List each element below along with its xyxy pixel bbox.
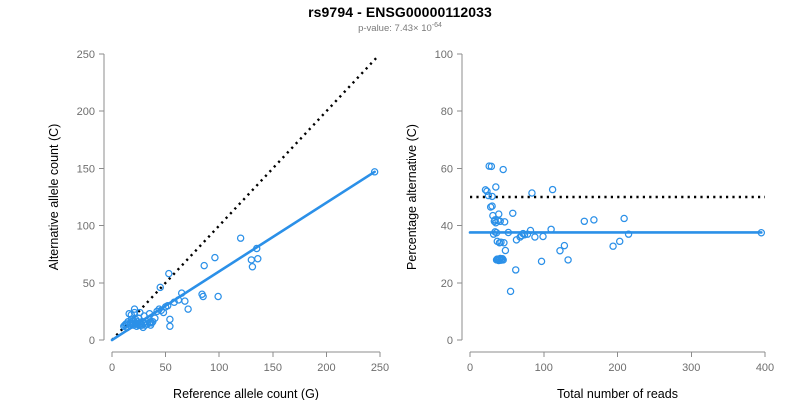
data-point xyxy=(609,242,617,250)
data-point xyxy=(164,301,172,310)
data-point xyxy=(504,228,513,237)
data-point xyxy=(248,263,257,271)
data-point xyxy=(615,237,624,246)
data-point xyxy=(130,308,139,317)
y-axis-tick-label: 20 xyxy=(441,278,453,290)
data-point xyxy=(519,229,527,238)
data-point xyxy=(165,269,173,278)
y-axis-tick-label: 0 xyxy=(89,335,95,347)
data-point-group xyxy=(120,168,379,332)
data-point xyxy=(484,191,493,200)
data-point xyxy=(184,305,192,313)
data-point xyxy=(370,168,379,176)
data-point xyxy=(492,229,501,237)
data-point xyxy=(506,287,515,296)
data-point xyxy=(151,314,159,322)
data-point xyxy=(564,256,572,264)
scatter-panel-left: 0 50 100 150 200 250 0 50 100 150 200 250 Reference … xyxy=(47,49,389,400)
x-axis-tick-label: 300 xyxy=(682,362,700,374)
data-point xyxy=(488,202,496,210)
data-point xyxy=(181,297,189,305)
data-point xyxy=(236,234,245,242)
data-point xyxy=(537,257,546,266)
data-point xyxy=(547,225,555,234)
y-axis-tick-label: 100 xyxy=(435,49,453,61)
data-point xyxy=(492,183,500,191)
data-point xyxy=(481,186,490,194)
data-point xyxy=(509,209,517,218)
data-point xyxy=(496,217,504,226)
data-point xyxy=(254,255,262,263)
x-axis-tick-label: 0 xyxy=(109,362,115,374)
data-point xyxy=(131,315,140,324)
y-axis-title: Alternative allele count (C) xyxy=(47,124,61,271)
data-point xyxy=(252,244,261,253)
x-axis-title: Total number of reads xyxy=(557,387,678,400)
data-point xyxy=(624,230,633,238)
x-axis-tick-label: 100 xyxy=(210,362,228,374)
scatter-panel-right: 0 20 40 60 80 100 0 100 200 300 400 Total number of… xyxy=(400,0,800,400)
data-point xyxy=(166,322,174,330)
data-point xyxy=(130,305,139,313)
data-point xyxy=(199,292,207,301)
data-point xyxy=(620,214,628,223)
data-point xyxy=(497,238,505,246)
data-point xyxy=(156,283,164,292)
x-axis-tick-label: 0 xyxy=(467,362,473,374)
data-point xyxy=(211,253,219,262)
data-point xyxy=(495,210,503,218)
data-point xyxy=(488,192,496,201)
data-point xyxy=(200,261,208,270)
data-point-group xyxy=(481,162,766,296)
y-axis-tick-label: 80 xyxy=(441,106,453,118)
y-axis-tick-label: 200 xyxy=(77,106,95,118)
data-point xyxy=(590,216,598,224)
y-axis-tick-label: 50 xyxy=(83,278,95,290)
data-point xyxy=(177,289,186,297)
data-point xyxy=(214,292,222,301)
x-axis-tick-label: 400 xyxy=(756,362,774,374)
x-axis-tick-label: 150 xyxy=(264,362,282,374)
data-point xyxy=(501,246,510,255)
data-point xyxy=(145,309,154,318)
y-axis-tick-label: 100 xyxy=(77,221,95,233)
data-point xyxy=(500,218,509,226)
y-axis-tick-label: 0 xyxy=(447,335,453,347)
data-point xyxy=(539,232,547,241)
data-point xyxy=(580,217,589,226)
data-point xyxy=(487,162,496,171)
x-axis-tick-label: 100 xyxy=(535,362,553,374)
data-point xyxy=(528,189,536,197)
y-axis-tick-label: 250 xyxy=(77,49,95,61)
identity-reference-line xyxy=(111,56,378,341)
x-axis-tick-label: 200 xyxy=(608,362,626,374)
data-point xyxy=(512,266,520,274)
data-point xyxy=(526,226,535,235)
y-axis-tick-label: 60 xyxy=(441,163,453,175)
right-plot-svg: 0 20 40 60 80 100 0 100 200 300 400 Total number of… xyxy=(405,49,774,400)
data-point xyxy=(483,187,491,196)
x-axis-title: Reference allele count (G) xyxy=(173,387,319,400)
data-point xyxy=(548,185,557,194)
x-axis-tick-label: 250 xyxy=(371,362,389,374)
left-plot-svg: 0 50 100 150 200 250 0 50 100 150 200 250 Reference … xyxy=(47,49,389,400)
data-point xyxy=(500,239,508,247)
y-axis-title: Percentage alternative (C) xyxy=(405,124,419,270)
data-point xyxy=(531,233,539,241)
x-axis-tick-label: 200 xyxy=(317,362,335,374)
data-point xyxy=(560,241,569,250)
y-axis-tick-label: 40 xyxy=(441,221,453,233)
data-point xyxy=(499,256,507,264)
data-point xyxy=(556,247,564,255)
data-point xyxy=(247,256,256,264)
data-point xyxy=(520,231,529,239)
data-point xyxy=(499,165,507,174)
data-point xyxy=(757,229,766,237)
regression-fit-line xyxy=(110,170,376,342)
x-axis-tick-label: 50 xyxy=(159,362,171,374)
data-point xyxy=(166,315,174,324)
data-point xyxy=(492,219,500,227)
y-axis-tick-label: 150 xyxy=(77,163,95,175)
